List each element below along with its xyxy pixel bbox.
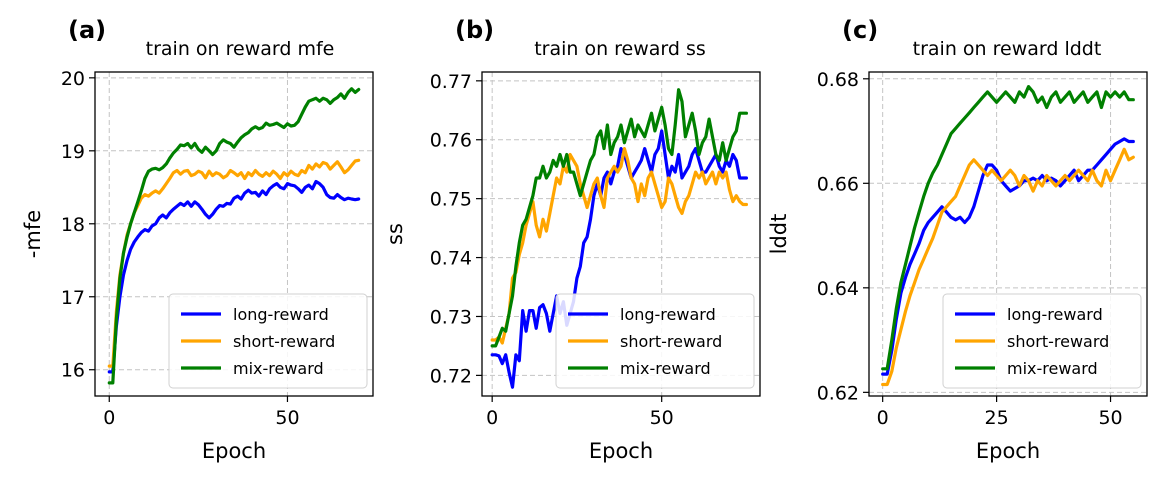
series-line-long-reward [107, 179, 361, 374]
x-axis-label: Epoch [202, 439, 266, 463]
y-axis-label: -mfe [21, 210, 45, 258]
y-tick-label: 0.66 [817, 173, 859, 195]
legend-label: short-reward [233, 332, 335, 351]
y-tick-label: 0.77 [430, 71, 472, 93]
x-tick-label: 50 [1098, 407, 1122, 429]
y-tick-label: 0.72 [430, 365, 472, 387]
x-tick-label: 50 [650, 407, 674, 429]
chart-title: train on reward lddt [913, 38, 1102, 60]
y-tick-label: 16 [61, 360, 85, 382]
y-tick-label: 0.74 [430, 248, 472, 270]
legend-label: long-reward [233, 305, 329, 324]
legend-label: long-reward [1007, 305, 1103, 324]
series-line-mix-reward [490, 88, 749, 348]
x-tick-label: 0 [486, 407, 498, 429]
legend-label: mix-reward [1007, 359, 1098, 378]
plot-frame [481, 71, 761, 397]
legend-box [555, 293, 755, 389]
y-tick-label: 0.76 [430, 130, 472, 152]
y-tick-label: 19 [61, 141, 85, 163]
y-tick-label: 17 [61, 287, 85, 309]
panel-letter: (b) [455, 16, 494, 44]
legend-label: short-reward [620, 332, 722, 351]
series-lines [107, 87, 361, 385]
chart-panel-3: 0 25 50 0.62 0.64 0.66 0.68 Epoch lddt train on r… [767, 16, 1148, 463]
series-line-long-reward [490, 129, 749, 389]
x-axis-label: Epoch [976, 439, 1040, 463]
y-tick-label: 0.64 [817, 278, 859, 300]
panel-letter: (a) [68, 16, 106, 44]
x-axis-label: Epoch [589, 439, 653, 463]
legend: long-reward short-reward mix-reward [555, 293, 755, 389]
legend-label: mix-reward [620, 359, 711, 378]
y-axis-label: ss [383, 223, 407, 245]
y-tick-label: 18 [61, 214, 85, 236]
series-line-mix-reward [881, 84, 1135, 371]
legend: long-reward short-reward mix-reward [168, 293, 368, 389]
x-tick-label: 50 [275, 407, 299, 429]
legend-label: short-reward [1007, 332, 1109, 351]
series-line-short-reward [881, 147, 1135, 387]
legend-label: mix-reward [233, 359, 324, 378]
chart-panel-1: 0 50 16 17 18 19 20 Epoch -mfe train on reward mf… [21, 16, 374, 463]
y-tick-label: 0.68 [817, 69, 859, 91]
series-lines [881, 84, 1135, 387]
y-tick-label: 20 [61, 68, 85, 90]
legend-label: long-reward [620, 305, 716, 324]
chart-panel-2: 0 50 0.72 0.73 0.74 0.75 0.76 0.77 Epoch ss train … [383, 16, 761, 463]
x-tick-label: 0 [877, 407, 889, 429]
plot-frame [94, 71, 374, 397]
x-tick-label: 25 [985, 407, 1009, 429]
series-line-mix-reward [107, 87, 361, 385]
panel-letter: (c) [842, 16, 878, 44]
series-lines [490, 88, 749, 389]
x-tick-label: 0 [103, 407, 115, 429]
legend-box [942, 293, 1142, 389]
grid [869, 72, 1147, 396]
y-tick-label: 0.62 [817, 382, 859, 404]
y-tick-label: 0.73 [430, 306, 472, 328]
y-tick-label: 0.75 [430, 189, 472, 211]
series-line-short-reward [490, 147, 749, 345]
series-line-short-reward [107, 158, 361, 368]
legend-box [168, 293, 368, 389]
legend: long-reward short-reward mix-reward [942, 293, 1142, 389]
chart-title: train on reward mfe [146, 38, 335, 60]
chart-title: train on reward ss [534, 38, 706, 60]
plot-frame [868, 71, 1148, 397]
y-axis-label: lddt [767, 214, 791, 255]
